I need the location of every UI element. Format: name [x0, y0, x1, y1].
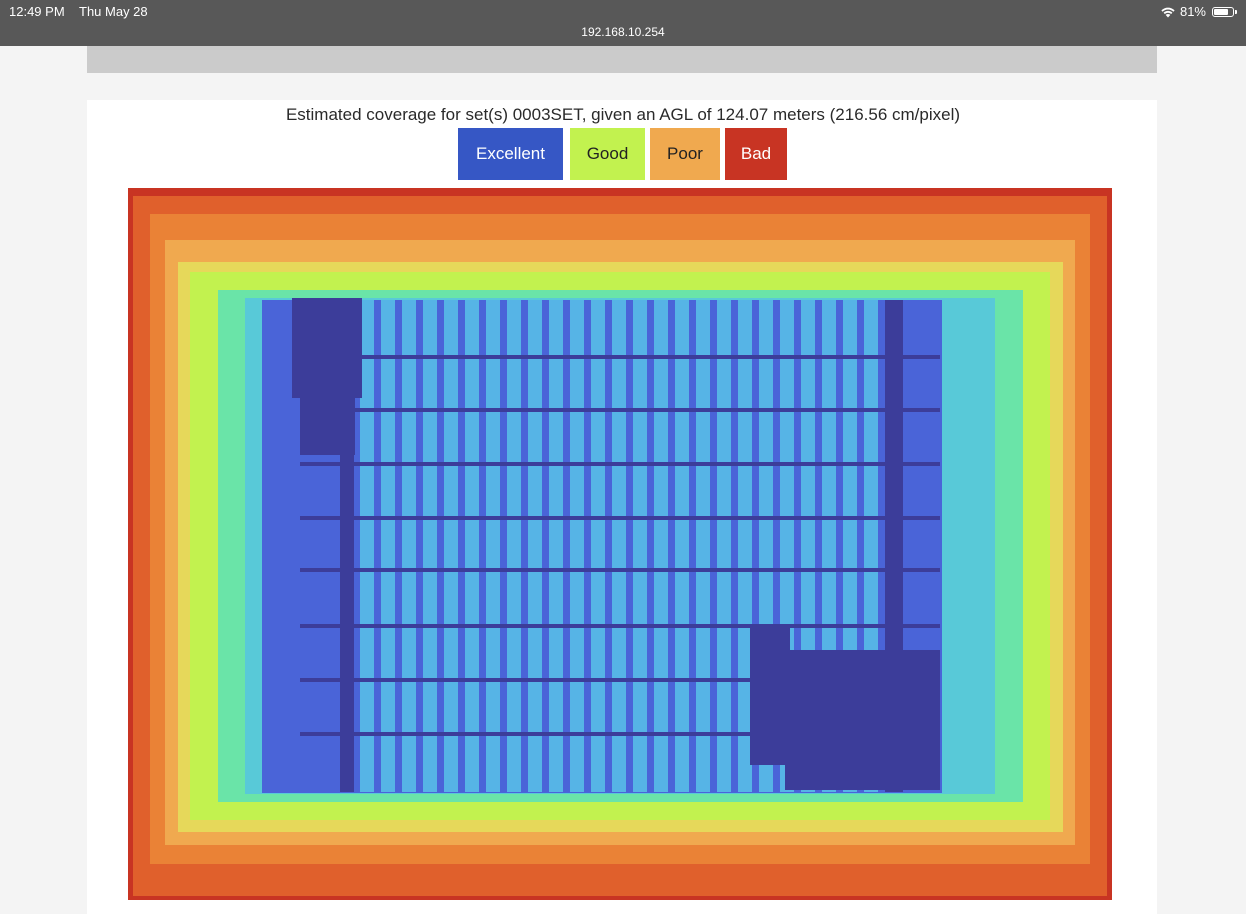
wifi-icon	[1161, 7, 1175, 18]
page-header-strip	[87, 46, 1157, 73]
status-indicators: 81%	[1160, 4, 1237, 19]
legend-poor: Poor	[650, 128, 720, 180]
address-bar-url[interactable]: 192.168.10.254	[581, 25, 665, 39]
legend-bad: Bad	[725, 128, 787, 180]
status-time: 12:49 PM	[9, 4, 65, 19]
legend-excellent-label: Excellent	[476, 144, 545, 163]
coverage-caption: Estimated coverage for set(s) 0003SET, g…	[285, 105, 961, 124]
battery-icon	[1212, 6, 1237, 17]
legend-excellent: Excellent	[458, 128, 563, 180]
status-date: Thu May 28	[79, 4, 148, 19]
legend-good: Good	[570, 128, 645, 180]
coverage-panel	[87, 100, 1157, 914]
ios-status-bar: 12:49 PM Thu May 28 81% 192.168.10.254	[0, 0, 1246, 46]
coverage-legend: Excellent Good Poor Bad	[0, 128, 1246, 180]
battery-tip	[1235, 9, 1237, 14]
battery-fill	[1214, 8, 1228, 15]
legend-poor-label: Poor	[667, 144, 703, 163]
legend-bad-label: Bad	[740, 144, 772, 163]
battery-percent: 81%	[1179, 4, 1206, 19]
legend-good-label: Good	[586, 144, 629, 163]
